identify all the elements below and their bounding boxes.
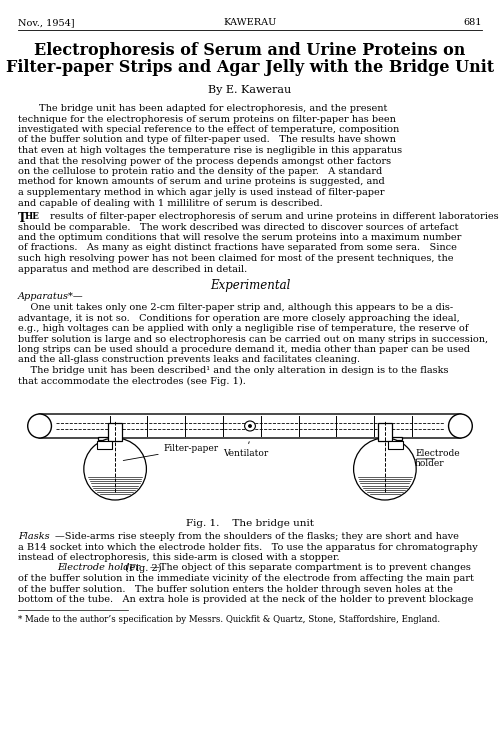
- Text: should be comparable.   The work described was directed to discover sources of a: should be comparable. The work described…: [18, 222, 458, 232]
- Text: buffer solution is large and so electrophoresis can be carried out on many strip: buffer solution is large and so electrop…: [18, 335, 488, 344]
- Text: apparatus and method are described in detail.: apparatus and method are described in de…: [18, 265, 247, 273]
- Text: By E. Kawerau: By E. Kawerau: [208, 85, 292, 95]
- Text: Electrophoresis of Serum and Urine Proteins on: Electrophoresis of Serum and Urine Prote…: [34, 42, 466, 59]
- Text: and capable of dealing with 1 millilitre of serum is described.: and capable of dealing with 1 millilitre…: [18, 199, 323, 208]
- Text: a supplementary method in which agar jelly is used instead of filter-paper: a supplementary method in which agar jel…: [18, 188, 384, 197]
- Text: that even at high voltages the temperature rise is negligible in this apparatus: that even at high voltages the temperatu…: [18, 146, 402, 155]
- Text: T: T: [18, 212, 27, 225]
- Text: 681: 681: [464, 18, 482, 27]
- Text: e.g., high voltages can be applied with only a negligible rise of temperature, t: e.g., high voltages can be applied with …: [18, 324, 468, 333]
- Text: of the buffer solution and type of filter-paper used.   The results have shown: of the buffer solution and type of filte…: [18, 135, 396, 145]
- Text: and that the resolving power of the process depends amongst other factors: and that the resolving power of the proc…: [18, 156, 391, 165]
- Text: * Made to the author’s specification by Messrs. Quickfit & Quartz, Stone, Staffo: * Made to the author’s specification by …: [18, 615, 440, 624]
- Ellipse shape: [354, 438, 416, 500]
- Text: Apparatus*—: Apparatus*—: [18, 292, 84, 301]
- Bar: [98, 437, 111, 440]
- Text: KAWERAU: KAWERAU: [224, 18, 276, 27]
- Ellipse shape: [244, 421, 256, 431]
- Text: of fractions.   As many as eight distinct fractions have separated from some ser: of fractions. As many as eight distinct …: [18, 243, 457, 252]
- Ellipse shape: [448, 414, 472, 438]
- Text: The bridge unit has been described¹ and the only alteration in design is to the : The bridge unit has been described¹ and …: [18, 366, 448, 375]
- Text: of the buffer solution in the immediate vicinity of the electrode from affecting: of the buffer solution in the immediate …: [18, 574, 474, 583]
- Text: (Fig. 2): (Fig. 2): [122, 564, 162, 572]
- Text: results of filter-paper electrophoresis of serum and urine proteins in different: results of filter-paper electrophoresis …: [50, 212, 499, 221]
- Text: investigated with special reference to the effect of temperature, composition: investigated with special reference to t…: [18, 125, 399, 134]
- Text: Electrode
holder: Electrode holder: [415, 449, 460, 469]
- Text: technique for the electrophoresis of serum proteins on filter-paper has been: technique for the electrophoresis of ser…: [18, 115, 396, 124]
- Bar: [388, 441, 403, 449]
- Text: on the cellulose to protein ratio and the density of the paper.   A standard: on the cellulose to protein ratio and th…: [18, 167, 382, 176]
- Text: Filter-paper Strips and Agar Jelly with the Bridge Unit: Filter-paper Strips and Agar Jelly with …: [6, 59, 494, 76]
- Text: Flasks: Flasks: [18, 532, 50, 541]
- Text: of the buffer solution.   The buffer solution enters the holder through seven ho: of the buffer solution. The buffer solut…: [18, 585, 453, 594]
- Text: a B14 socket into which the electrode holder fits.   To use the apparatus for ch: a B14 socket into which the electrode ho…: [18, 542, 478, 551]
- Text: Ventilator: Ventilator: [223, 442, 268, 458]
- Text: and the all-glass construction prevents leaks and facilitates cleaning.: and the all-glass construction prevents …: [18, 355, 360, 365]
- Text: Fig. 1.    The bridge unit: Fig. 1. The bridge unit: [186, 519, 314, 528]
- Text: Experimental: Experimental: [210, 279, 290, 292]
- FancyBboxPatch shape: [38, 414, 462, 438]
- Text: Electrode holder: Electrode holder: [57, 564, 140, 572]
- Text: One unit takes only one 2-cm filter-paper strip and, although this appears to be: One unit takes only one 2-cm filter-pape…: [18, 303, 453, 312]
- Bar: [378, 423, 392, 441]
- Text: Filter-paper: Filter-paper: [123, 444, 219, 461]
- Ellipse shape: [28, 414, 52, 438]
- Ellipse shape: [248, 425, 252, 428]
- Text: Nov., 1954]: Nov., 1954]: [18, 18, 74, 27]
- Text: instead of electrophoresis, this side-arm is closed with a stopper.: instead of electrophoresis, this side-ar…: [18, 553, 340, 562]
- Text: such high resolving power has not been claimed for most of the present technique: such high resolving power has not been c…: [18, 254, 454, 263]
- Text: —The object of this separate compartment is to prevent changes: —The object of this separate compartment…: [150, 564, 471, 572]
- Text: —Side-arms rise steeply from the shoulders of the flasks; they are short and hav: —Side-arms rise steeply from the shoulde…: [55, 532, 459, 541]
- Bar: [108, 423, 122, 441]
- Text: bottom of the tube.   An extra hole is provided at the neck of the holder to pre: bottom of the tube. An extra hole is pro…: [18, 595, 473, 604]
- Text: advantage, it is not so.   Conditions for operation are more closely approaching: advantage, it is not so. Conditions for …: [18, 314, 460, 322]
- Text: long strips can be used should a procedure demand it, media other than paper can: long strips can be used should a procedu…: [18, 345, 470, 354]
- Text: that accommodate the electrodes (see Fig. 1).: that accommodate the electrodes (see Fig…: [18, 376, 246, 386]
- Ellipse shape: [84, 438, 146, 500]
- Text: HE: HE: [24, 212, 40, 221]
- Bar: [389, 437, 402, 440]
- Text: method for known amounts of serum and urine proteins is suggested, and: method for known amounts of serum and ur…: [18, 178, 385, 186]
- Text: The bridge unit has been adapted for electrophoresis, and the present: The bridge unit has been adapted for ele…: [39, 104, 388, 113]
- Bar: [97, 441, 112, 449]
- Text: and the optimum conditions that will resolve the serum proteins into a maximum n: and the optimum conditions that will res…: [18, 233, 462, 242]
